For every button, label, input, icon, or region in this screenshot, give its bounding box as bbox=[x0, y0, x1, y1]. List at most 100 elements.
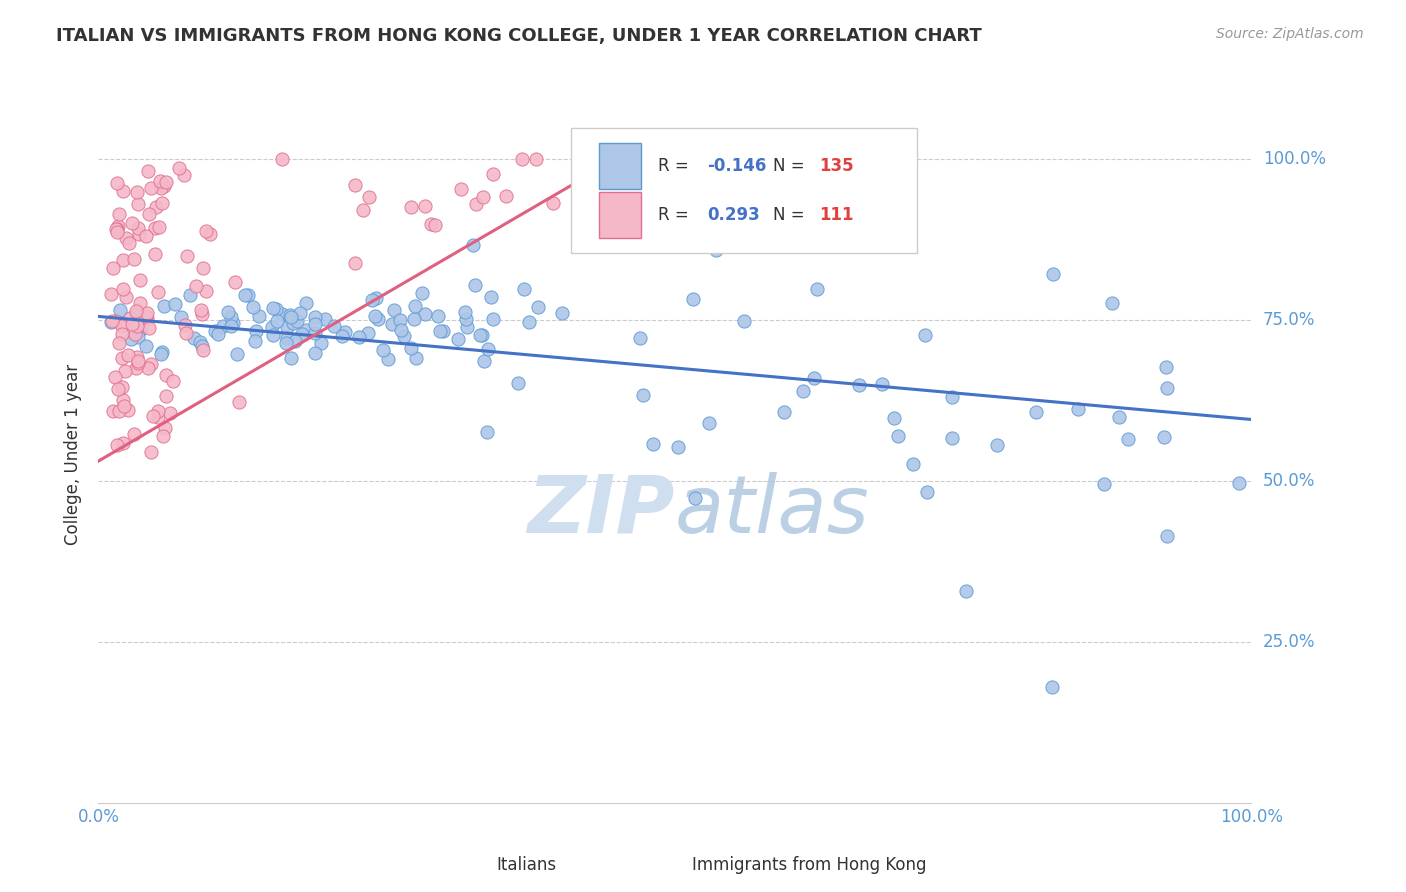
Point bbox=[120, 310, 142, 325]
Y-axis label: College, Under 1 year: College, Under 1 year bbox=[65, 364, 83, 546]
Point bbox=[323, 318, 346, 333]
Point bbox=[271, 152, 294, 166]
Point bbox=[280, 310, 302, 325]
Point bbox=[122, 252, 145, 266]
Point bbox=[247, 309, 270, 323]
Point bbox=[914, 327, 936, 342]
Point bbox=[361, 293, 384, 308]
Point bbox=[191, 307, 214, 321]
Point bbox=[148, 285, 170, 299]
Point bbox=[117, 402, 139, 417]
Point bbox=[432, 324, 454, 338]
Point bbox=[285, 313, 308, 327]
Point bbox=[427, 309, 450, 323]
Point bbox=[429, 324, 451, 338]
Point bbox=[107, 382, 129, 396]
Point bbox=[204, 325, 226, 339]
Point bbox=[347, 330, 370, 344]
Point bbox=[170, 310, 193, 325]
Point bbox=[513, 282, 536, 296]
Point bbox=[773, 405, 796, 419]
Point bbox=[124, 326, 146, 341]
Point bbox=[447, 332, 470, 346]
Point bbox=[276, 320, 298, 334]
Point bbox=[366, 292, 388, 306]
Point bbox=[482, 311, 505, 326]
Point bbox=[411, 285, 433, 300]
Point bbox=[1156, 381, 1178, 395]
Point bbox=[105, 176, 128, 190]
FancyBboxPatch shape bbox=[443, 848, 486, 883]
Point bbox=[127, 318, 149, 333]
Point bbox=[475, 425, 498, 440]
Point bbox=[111, 392, 134, 407]
Point bbox=[274, 335, 297, 350]
Point bbox=[200, 227, 222, 242]
Point bbox=[886, 429, 908, 443]
Point bbox=[243, 334, 266, 349]
Point bbox=[105, 222, 128, 236]
Point bbox=[146, 404, 169, 418]
Point bbox=[628, 331, 651, 345]
Point bbox=[517, 315, 540, 329]
Point bbox=[399, 342, 422, 356]
Point bbox=[191, 343, 214, 358]
Point bbox=[870, 377, 893, 392]
FancyBboxPatch shape bbox=[571, 128, 917, 253]
Point bbox=[107, 219, 129, 233]
Point bbox=[941, 431, 963, 445]
Point bbox=[456, 312, 478, 326]
Point bbox=[304, 346, 326, 360]
Point bbox=[195, 225, 218, 239]
Point bbox=[986, 438, 1008, 452]
Text: 100.0%: 100.0% bbox=[1263, 150, 1326, 168]
Point bbox=[304, 318, 326, 332]
Point bbox=[371, 343, 394, 358]
Point bbox=[176, 249, 198, 263]
Point bbox=[107, 222, 129, 236]
Point bbox=[163, 297, 186, 311]
Point bbox=[309, 335, 332, 350]
Text: 50.0%: 50.0% bbox=[1263, 472, 1315, 490]
Point bbox=[1101, 296, 1123, 310]
Point bbox=[150, 347, 173, 361]
Point bbox=[883, 410, 905, 425]
Point bbox=[344, 256, 367, 270]
Point bbox=[138, 207, 160, 221]
Point bbox=[167, 161, 190, 176]
Point bbox=[683, 491, 706, 506]
Point bbox=[245, 324, 267, 338]
Point bbox=[107, 438, 129, 452]
Point bbox=[114, 364, 136, 378]
Point bbox=[1108, 409, 1130, 424]
Text: R =: R = bbox=[658, 206, 693, 224]
Point bbox=[1042, 267, 1064, 281]
Point bbox=[264, 301, 287, 316]
Point bbox=[155, 175, 177, 189]
Point bbox=[510, 152, 533, 166]
Point bbox=[141, 357, 163, 371]
Point bbox=[1229, 476, 1251, 491]
Point bbox=[143, 220, 166, 235]
Point bbox=[392, 329, 415, 343]
Point bbox=[127, 186, 149, 200]
Point bbox=[1092, 477, 1115, 491]
Point bbox=[792, 384, 814, 399]
Point bbox=[191, 339, 214, 353]
Point bbox=[127, 197, 149, 211]
Text: 25.0%: 25.0% bbox=[1263, 632, 1316, 651]
Point bbox=[479, 290, 502, 304]
Point bbox=[152, 299, 174, 313]
Point bbox=[228, 395, 250, 409]
Text: N =: N = bbox=[773, 157, 810, 175]
Point bbox=[188, 334, 211, 349]
Point bbox=[260, 320, 283, 334]
Point bbox=[304, 310, 326, 325]
Text: Immigrants from Hong Kong: Immigrants from Hong Kong bbox=[692, 856, 927, 874]
Point bbox=[704, 244, 727, 258]
Point bbox=[420, 217, 443, 231]
Point bbox=[541, 195, 564, 210]
Point bbox=[377, 352, 399, 367]
Point bbox=[666, 440, 689, 454]
Point bbox=[464, 278, 486, 293]
